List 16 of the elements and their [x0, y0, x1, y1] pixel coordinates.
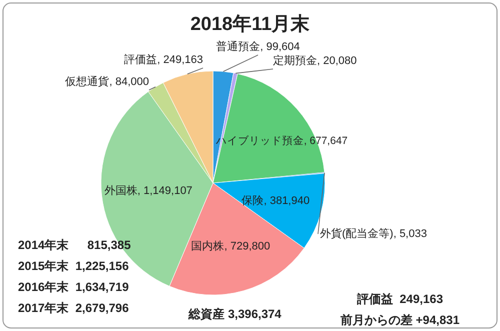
slice-label: 外貨(配当金等), 5,033 — [320, 227, 427, 240]
text: 2017年末 2,679,796 — [18, 301, 130, 315]
text: 評価益 249,163 — [356, 292, 444, 306]
slice-label: 国内株, 729,800 — [191, 240, 270, 253]
text: 前月からの差 +94,831 — [339, 313, 460, 327]
slice-label: 保険, 381,940 — [242, 195, 310, 208]
slice-label: 評価益, 249,163 — [124, 53, 203, 66]
slice-label: 外国株, 1,149,107 — [104, 184, 192, 198]
slice-label: 仮想通貨, 84,000 — [65, 75, 149, 88]
chart-title: 2018年11月末 — [190, 13, 311, 35]
slice-label: 定期預金, 20,080 — [273, 54, 357, 67]
text: 2016年末 1,634,719 — [18, 280, 130, 294]
text: 2015年末 1,225,156 — [18, 259, 130, 273]
text: 総資産 3,396,374 — [188, 307, 282, 321]
slice-label: 普通預金, 99,604 — [216, 40, 300, 53]
text: 2014年末 815,385 — [18, 238, 132, 252]
